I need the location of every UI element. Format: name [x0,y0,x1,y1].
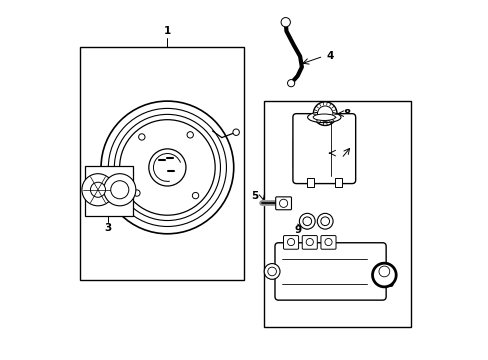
Circle shape [313,102,336,126]
Circle shape [264,264,280,279]
Ellipse shape [300,143,320,163]
Text: 9: 9 [293,225,301,235]
Circle shape [232,129,239,135]
Text: 2: 2 [335,148,343,158]
Bar [85,166,133,216]
Text: 4: 4 [326,51,334,61]
Circle shape [317,213,332,229]
FancyBboxPatch shape [275,197,291,210]
Circle shape [82,174,114,206]
Circle shape [267,267,276,276]
Text: 3: 3 [103,224,111,233]
Circle shape [114,114,220,221]
Circle shape [110,181,128,199]
Circle shape [318,141,323,146]
Circle shape [148,149,185,186]
Ellipse shape [307,112,340,123]
Ellipse shape [312,114,335,121]
FancyBboxPatch shape [293,138,327,169]
Circle shape [298,141,303,146]
Bar [80,47,244,280]
Circle shape [108,108,226,226]
Circle shape [298,160,303,165]
Circle shape [287,238,294,246]
Circle shape [281,18,290,27]
Circle shape [305,238,313,246]
Circle shape [120,120,215,215]
Circle shape [187,132,193,138]
Circle shape [287,80,294,87]
Circle shape [318,160,323,165]
Circle shape [378,266,389,277]
Circle shape [320,217,329,226]
FancyBboxPatch shape [302,235,317,249]
Circle shape [192,192,198,199]
Bar [306,178,313,187]
Bar [264,101,410,327]
Circle shape [133,190,140,196]
FancyBboxPatch shape [292,114,355,184]
Text: 7: 7 [344,153,351,163]
Circle shape [375,262,392,280]
Circle shape [90,182,105,197]
Circle shape [101,101,233,234]
Circle shape [372,263,395,287]
Text: 1: 1 [163,26,171,36]
Text: 5: 5 [251,191,258,201]
Circle shape [302,217,311,226]
Circle shape [299,213,314,229]
Circle shape [103,174,136,206]
FancyBboxPatch shape [320,235,335,249]
Circle shape [324,238,331,246]
Bar [334,178,341,187]
Text: 8: 8 [343,109,349,119]
FancyBboxPatch shape [283,235,298,249]
Circle shape [138,134,145,140]
Text: 6: 6 [386,279,393,289]
Circle shape [317,106,332,121]
Circle shape [279,199,287,207]
FancyBboxPatch shape [274,243,386,300]
